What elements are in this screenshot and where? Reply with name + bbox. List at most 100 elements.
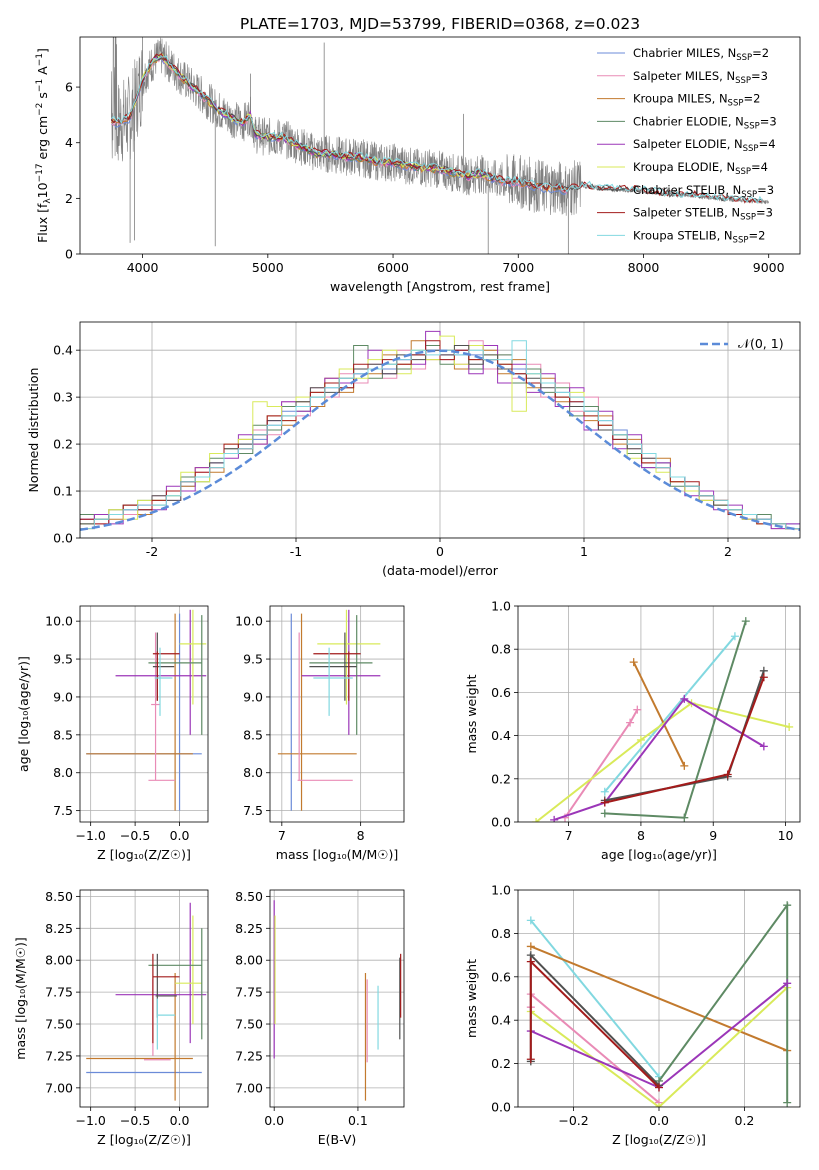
age_vs_Z-xtick-label: −0.5 — [120, 828, 150, 843]
spectrum-xtick-label: 4000 — [127, 260, 159, 275]
weight_vs_Z-panel — [514, 889, 801, 1111]
legend-label: Kroupa STELIB, N — [633, 228, 733, 242]
legend-entry: Kroupa MILES, NSSP=2 — [633, 92, 760, 109]
weight_vs_Z-xtick-label: 0.2 — [735, 1113, 755, 1128]
residuals-xtick-label: 1 — [580, 544, 588, 559]
weight_vs_Z-ytick-label: 1.0 — [491, 883, 511, 898]
weight_vs_Z-ytick-label: 0.0 — [491, 1100, 511, 1115]
residuals-plot-area — [80, 322, 800, 538]
weight_vs_age-series-line — [604, 620, 747, 819]
age_vs_mass-ytick-label: 7.5 — [243, 803, 263, 818]
legend-entry: Chabrier STELIB, NSSP=3 — [633, 183, 774, 200]
weight_vs_Z-series-line — [530, 945, 788, 1052]
mass_vs_Z-ytick-label: 7.25 — [45, 1048, 73, 1063]
weight_vs_age-series-line — [564, 709, 639, 819]
age_vs_Z-ylabel: age [log₁₀(age/yr)] — [16, 656, 31, 772]
figure-title: PLATE=1703, MJD=53799, FIBERID=0368, z=0… — [240, 15, 640, 33]
age_vs_Z-xtick-label: −1.0 — [75, 828, 105, 843]
spectrum-ytick-label: 2 — [65, 191, 73, 206]
spectrum-panel — [76, 36, 801, 258]
age_vs_mass-ytick-label: 8.5 — [243, 727, 263, 742]
mass_vs_ebv-xtick-label: 0.1 — [348, 1113, 368, 1128]
weight_vs_Z-frame — [517, 889, 801, 1108]
weight_vs_age-point-marker — [636, 735, 645, 744]
legend-sub: SSP — [743, 144, 759, 154]
legend-sub: SSP — [736, 53, 752, 63]
spectrum-ylabel-part: Flux [f — [35, 203, 50, 243]
mass_vs_Z-ytick-label: 7.00 — [45, 1080, 73, 1095]
weight_vs_age-point-marker — [680, 813, 689, 822]
mass_vs_Z-ytick-label: 8.00 — [45, 953, 73, 968]
weight_vs_age-ytick-label: 1.0 — [491, 599, 511, 614]
mass_vs_ebv-xtick-label: 0.0 — [264, 1113, 284, 1128]
residuals-ytick-label: 0.2 — [53, 437, 73, 452]
residuals-ytick-label: 0.0 — [53, 531, 73, 546]
weight_vs_Z-ytick-label: 0.8 — [491, 926, 511, 941]
weight_vs_age-point-marker — [723, 770, 732, 779]
legend-entry: Chabrier ELODIE, NSSP=3 — [633, 114, 777, 131]
weight_vs_Z-ytick-label: 0.4 — [491, 1013, 511, 1028]
residuals-xtick-label: -1 — [290, 544, 302, 559]
weight_vs_age-ytick-label: 0.0 — [491, 815, 511, 830]
spectrum-ylabel-part: λ — [43, 198, 53, 204]
weight_vs_age-ylabel: mass weight — [464, 674, 479, 753]
residuals-panel — [76, 321, 801, 542]
residuals-frame — [79, 321, 801, 539]
spectrum-ylabel-part: −1 — [35, 79, 45, 92]
residuals-ytick-label: 0.1 — [53, 484, 73, 499]
legend-sub: SSP — [740, 213, 756, 223]
normal-legend-label: 𝒩(0, 1) — [738, 336, 784, 351]
age_vs_Z-ytick-label: 8.5 — [53, 727, 73, 742]
normal-curve — [80, 349, 800, 532]
age_vs_mass-ytick-label: 10.0 — [235, 614, 263, 629]
weight_vs_Z-point-marker — [783, 901, 792, 910]
age_vs_Z-ytick-label: 7.5 — [53, 803, 73, 818]
mass_vs_ebv-plot-area — [270, 890, 404, 1107]
legend-sub: SSP — [733, 235, 749, 245]
legend-label: Salpeter ELODIE, N — [633, 137, 743, 151]
weight_vs_Z-point-marker — [783, 979, 792, 988]
plot-layer: 4000 5000 6000 7000 8000 9000 0 2 4 6 wavelength [… — [13, 36, 801, 1147]
weight_vs_age-ytick-label: 0.6 — [491, 685, 511, 700]
spectrum-xtick-label: 9000 — [753, 260, 785, 275]
weight_vs_Z-ytick-label: 0.6 — [491, 969, 511, 984]
legend-sub: SSP — [744, 121, 760, 131]
age_vs_mass-plot-area — [270, 606, 404, 822]
weight_vs_age-point-marker — [550, 815, 559, 822]
legend-sub: SSP — [741, 190, 757, 200]
legend-label: Chabrier ELODIE, N — [633, 114, 744, 128]
mass_vs_Z-ytick-label: 7.75 — [45, 985, 73, 1000]
weight_vs_Z-series-line — [529, 959, 660, 1089]
mass_vs_Z-ytick-label: 7.50 — [45, 1017, 73, 1032]
weight_vs_age-point-marker — [532, 818, 541, 822]
legend-tail: =3 — [756, 206, 773, 220]
weight_vs_age-point-marker — [600, 798, 609, 807]
spectrum-plot-area — [110, 37, 769, 254]
age_vs_Z-xlabel: Z [log₁₀(Z/Z☉)] — [97, 847, 191, 862]
weight_vs_Z-series-line — [529, 992, 660, 1104]
weight_vs_age-ytick-label: 0.8 — [491, 642, 511, 657]
weight_vs_age-series-line — [632, 661, 686, 767]
spectrum-ylabel-part: s — [35, 92, 50, 103]
residuals-xlabel: (data-model)/error — [382, 563, 499, 578]
spectrum-ylabel-part: erg cm — [35, 116, 50, 164]
spectrum-xtick-label: 5000 — [252, 260, 284, 275]
legend-entry: Chabrier MILES, NSSP=2 — [633, 46, 769, 63]
legend-label: Chabrier MILES, N — [633, 46, 736, 60]
residuals-xtick-label: 0 — [436, 544, 444, 559]
age_vs_mass-frame — [269, 605, 405, 823]
spectrum-ytick-label: 4 — [65, 135, 73, 150]
weight_vs_age-point-marker — [626, 718, 635, 727]
weight_vs_age-point-marker — [629, 658, 638, 667]
legend-label: Chabrier STELIB, N — [633, 183, 741, 197]
weight_vs_age-point-marker — [785, 722, 794, 731]
mass_vs_Z-xtick-label: 0.0 — [170, 1113, 190, 1128]
legend-tail: =2 — [748, 228, 765, 242]
mass_vs_Z-xlabel: Z [log₁₀(Z/Z☉)] — [97, 1132, 191, 1147]
spectrum-ylabel-part: −17 — [35, 163, 45, 182]
weight_vs_age-point-marker — [633, 705, 642, 714]
weight_vs_age-point-marker — [741, 617, 750, 626]
weight_vs_age-series-line — [604, 635, 736, 793]
legend-sub: SSP — [735, 167, 751, 177]
